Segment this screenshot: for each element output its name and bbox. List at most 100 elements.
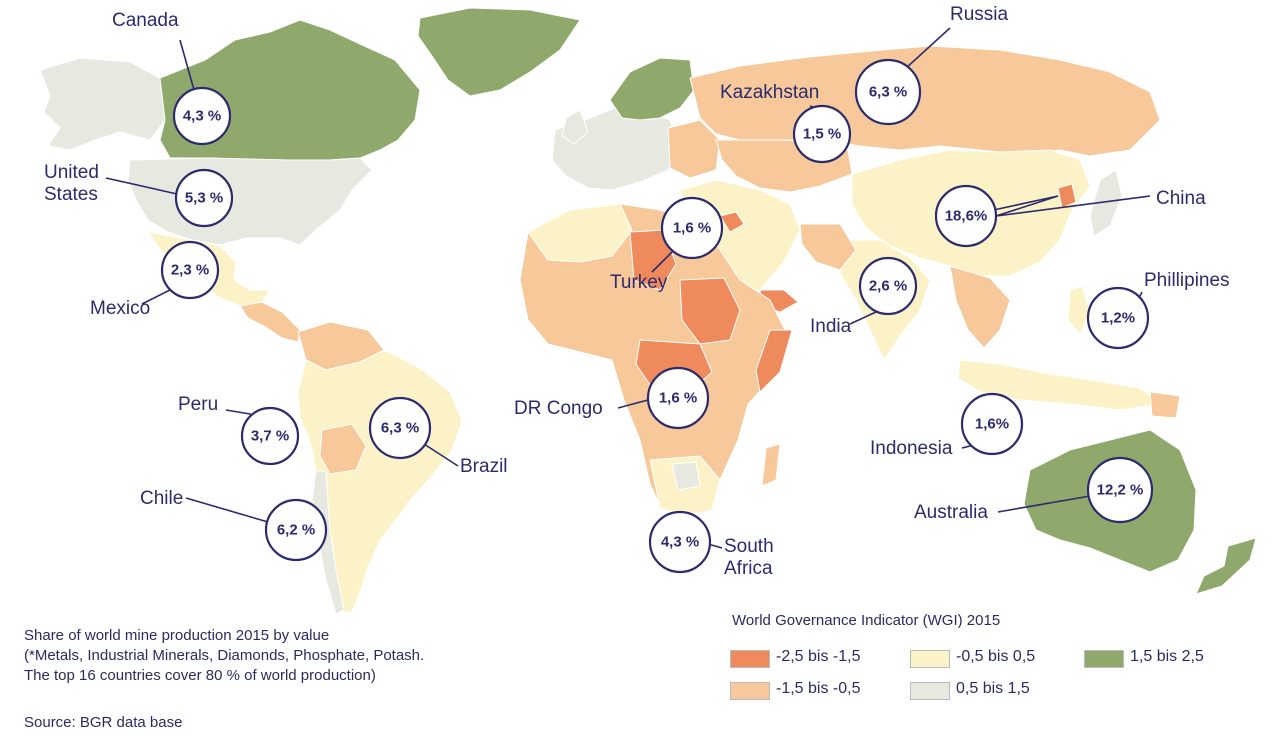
country-label-line: Australia <box>914 502 988 523</box>
north-africa-region <box>527 203 633 263</box>
marker-mexico: 2,3 % <box>160 240 220 300</box>
marker-south-africa: 4,3 % <box>648 510 712 574</box>
country-label-line: Chile <box>140 488 183 509</box>
share-bubble <box>160 240 220 300</box>
marker-peru: 3,7 % <box>240 406 300 466</box>
notes-line-1: Share of world mine production 2015 by v… <box>24 627 330 644</box>
share-value: 1,6% <box>975 416 1009 433</box>
country-label-line: Indonesia <box>870 438 953 459</box>
share-bubble <box>368 396 432 460</box>
share-value: 5,3 % <box>185 190 223 207</box>
country-label-line: India <box>810 316 852 337</box>
country-label-chile: Chile <box>140 488 183 509</box>
country-label-india: India <box>810 316 852 337</box>
country-label-phillipines: Phillipines <box>1144 270 1230 291</box>
share-value: 1,6 % <box>673 220 711 237</box>
legend-label: -0,5 bis 0,5 <box>956 648 1036 665</box>
country-label-russia: Russia <box>950 4 1009 25</box>
indonesia-region <box>957 359 1162 411</box>
share-bubble <box>646 366 710 430</box>
country-label-line: Africa <box>724 558 773 579</box>
notes-block: Share of world mine production 2015 by v… <box>24 626 424 686</box>
pakistan-region <box>799 223 857 271</box>
share-bubble <box>854 58 922 126</box>
share-value: 1,2% <box>1101 310 1135 327</box>
somalia-region <box>755 329 793 394</box>
legend-swatch <box>730 682 770 700</box>
country-label-turkey: Turkey <box>610 272 668 293</box>
japan-region <box>1089 169 1123 237</box>
southeast-asia-region <box>949 265 1011 349</box>
share-value: 2,6 % <box>869 278 907 295</box>
uk-region <box>561 109 589 145</box>
country-label-brazil: Brazil <box>460 456 508 477</box>
country-label-line: China <box>1156 188 1206 209</box>
share-value: 1,6 % <box>659 390 697 407</box>
country-label-line: Phillipines <box>1144 270 1230 291</box>
country-label-china: China <box>1156 188 1206 209</box>
country-label-line: South <box>724 536 774 557</box>
share-value: 1,5 % <box>803 126 841 143</box>
marker-canada: 4,3 % <box>172 86 232 146</box>
country-label-line: DR Congo <box>514 398 603 419</box>
share-value: 4,3 % <box>661 534 699 551</box>
libya-region <box>629 229 677 291</box>
country-label-indonesia: Indonesia <box>870 438 953 459</box>
country-label-line: Peru <box>178 394 218 415</box>
eastern-europe-region <box>667 119 721 179</box>
marker-dr-congo: 1,6 % <box>646 366 710 430</box>
marker-phillipines: 1,2% <box>1086 286 1150 350</box>
country-label-united-states: United States <box>44 162 99 205</box>
share-bubble <box>960 392 1024 456</box>
share-value: 12,2 % <box>1097 482 1144 499</box>
share-bubble <box>660 196 724 260</box>
share-bubble <box>1086 456 1154 524</box>
country-label-mexico: Mexico <box>90 298 150 319</box>
png-region <box>1149 391 1181 419</box>
country-label-line: Russia <box>950 4 1009 25</box>
country-label-line: Turkey <box>610 272 668 293</box>
marker-australia: 12,2 % <box>1086 456 1154 524</box>
legend-swatch <box>910 650 950 668</box>
country-label-south-africa: South Africa <box>724 536 774 579</box>
marker-russia: 6,3 % <box>854 58 922 126</box>
leader-line-china <box>965 195 1151 217</box>
legend-swatch <box>910 682 950 700</box>
share-bubble <box>934 184 998 248</box>
share-value: 4,3 % <box>183 108 221 125</box>
marker-chile: 6,2 % <box>264 498 328 562</box>
share-bubble <box>648 510 712 574</box>
notes-line-3: The top 16 countries cover 80 % of world… <box>24 667 376 684</box>
central-america-region <box>239 301 301 343</box>
country-label-dr-congo: DR Congo <box>514 398 603 419</box>
share-value: 3,7 % <box>251 428 289 445</box>
marker-brazil: 6,3 % <box>368 396 432 460</box>
country-label-peru: Peru <box>178 394 218 415</box>
country-label-line: Kazakhstan <box>720 82 819 103</box>
country-label-line: Mexico <box>90 298 150 319</box>
country-label-line: Canada <box>112 10 179 31</box>
legend-label: 0,5 bis 1,5 <box>956 680 1030 697</box>
share-bubble <box>858 256 918 316</box>
legend-swatch <box>1084 650 1124 668</box>
marker-india: 2,6 % <box>858 256 918 316</box>
scandinavia-region <box>609 57 695 121</box>
philippines-region <box>1067 285 1091 335</box>
legend-label: -1,5 bis -0,5 <box>776 680 861 697</box>
north-korea-region <box>1057 183 1077 209</box>
country-label-kazakhstan: Kazakhstan <box>720 82 819 103</box>
share-bubble <box>792 104 852 164</box>
country-label-line: Brazil <box>460 456 508 477</box>
marker-united-states: 5,3 % <box>174 168 234 228</box>
madagascar-region <box>761 443 781 487</box>
legend-label: -2,5 bis -1,5 <box>776 648 861 665</box>
legend-swatch <box>730 650 770 668</box>
marker-indonesia: 1,6% <box>960 392 1024 456</box>
bolivia-region <box>319 423 367 475</box>
syria-region <box>719 211 745 233</box>
share-value: 18,6% <box>945 208 988 225</box>
share-value: 2,3 % <box>171 262 209 279</box>
marker-china: 18,6% <box>934 184 998 248</box>
country-label-canada: Canada <box>112 10 179 31</box>
alaska-region <box>39 57 166 151</box>
